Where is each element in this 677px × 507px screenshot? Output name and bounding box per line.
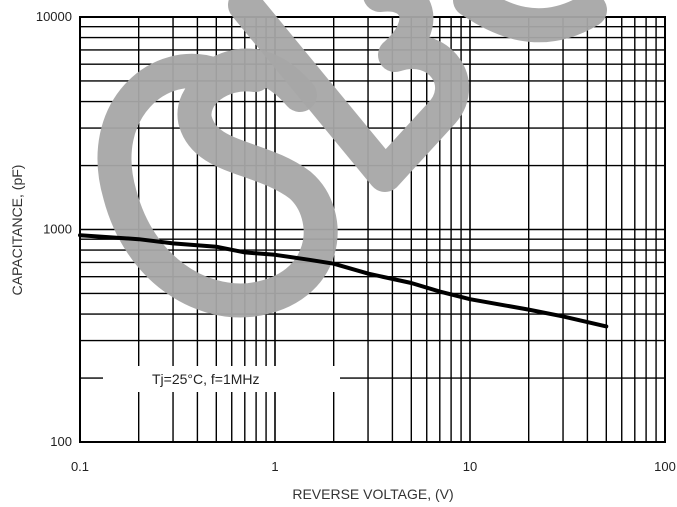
y-tick-label: 10000: [36, 9, 72, 24]
plot-border: [79, 16, 666, 443]
watermark-letter-b: [228, 0, 469, 192]
y-tick-label: 1000: [43, 222, 72, 237]
watermark-letter-s: [97, 48, 338, 318]
annotation-text: Tj=25°C, f=1MHz: [152, 371, 260, 387]
tick-labels: 0.1 1 10 100 100 1000 10000: [36, 9, 676, 474]
annotation-background: [103, 366, 340, 392]
x-tick-label: 10: [463, 459, 477, 474]
y-axis-title: CAPACITANCE, (pF): [9, 165, 25, 296]
x-tick-label: 1: [271, 459, 278, 474]
y-tick-label: 100: [50, 434, 72, 449]
x-tick-label: 100: [654, 459, 676, 474]
series-line-capacitance: [78, 233, 609, 329]
x-axis-title: REVERSE VOLTAGE, (V): [292, 486, 453, 502]
series-group: [78, 233, 609, 329]
x-tick-label: 0.1: [71, 459, 89, 474]
watermark: [97, 0, 607, 318]
watermark-letter-g: [453, 0, 607, 43]
